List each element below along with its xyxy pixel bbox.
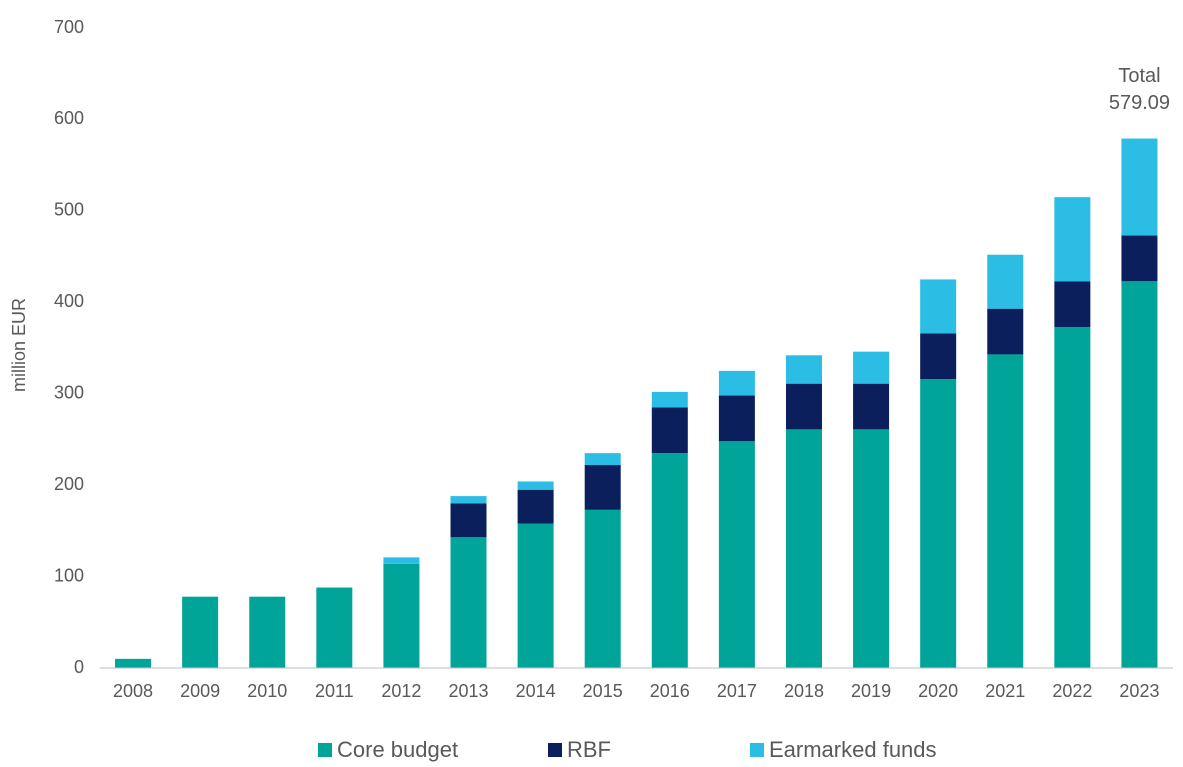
legend-label: Core budget: [337, 737, 458, 762]
bar-segment: [853, 383, 890, 430]
x-tick-label: 2011: [315, 681, 354, 701]
legend-swatch: [750, 743, 764, 757]
legend-label: RBF: [567, 737, 611, 762]
bar-segment: [651, 453, 688, 668]
bar-segment: [718, 370, 755, 396]
bar-segment: [987, 354, 1024, 668]
bar-segment: [853, 429, 890, 668]
bar-segment: [987, 254, 1024, 309]
y-tick-label: 700: [54, 17, 84, 37]
bar-segment: [785, 355, 822, 384]
bar-segment: [718, 395, 755, 442]
bar-segment: [853, 351, 890, 384]
y-tick-label: 500: [54, 200, 84, 220]
y-axis-label: million EUR: [9, 298, 29, 392]
bar-segment: [584, 465, 621, 510]
x-tick-label: 2016: [650, 681, 690, 701]
bar-segment: [517, 489, 554, 524]
y-tick-label: 0: [74, 657, 84, 677]
bar-segment: [987, 308, 1024, 355]
y-tick-label: 600: [54, 108, 84, 128]
x-tick-label: 2020: [918, 681, 958, 701]
x-tick-label: 2017: [717, 681, 757, 701]
bar-segment: [249, 596, 286, 668]
x-tick-label: 2010: [247, 681, 287, 701]
x-tick-label: 2009: [180, 681, 220, 701]
bar-segment: [920, 333, 957, 380]
annotation: Total: [1118, 65, 1160, 87]
bar-segment: [1121, 235, 1158, 282]
legend-label: Earmarked funds: [769, 737, 937, 762]
x-tick-label: 2014: [516, 681, 556, 701]
bar-segment: [1054, 281, 1091, 327]
bar-segment: [584, 509, 621, 668]
bar-segment: [517, 481, 554, 490]
bar-segment: [115, 658, 152, 668]
bar-segment: [450, 496, 487, 504]
y-tick-label: 100: [54, 565, 84, 585]
bar-segment: [450, 537, 487, 668]
bar-segment: [785, 383, 822, 430]
bar-segment: [920, 379, 957, 668]
x-tick-label: 2021: [985, 681, 1025, 701]
legend-swatch: [318, 743, 332, 757]
x-tick-label: 2015: [583, 681, 623, 701]
x-tick-label: 2018: [784, 681, 824, 701]
bar-segment: [450, 503, 487, 538]
y-tick-label: 300: [54, 382, 84, 402]
x-tick-label: 2019: [851, 681, 891, 701]
bar-segment: [785, 429, 822, 668]
x-tick-label: 2012: [381, 681, 421, 701]
bar-segment: [383, 557, 420, 564]
bar-segment: [182, 596, 219, 668]
annotation: 579.09: [1109, 92, 1170, 114]
bar-segment: [1121, 281, 1158, 668]
bar-segment: [651, 391, 688, 408]
bar-segment: [383, 563, 420, 668]
bar-segment: [316, 587, 353, 668]
legend-swatch: [548, 743, 562, 757]
x-tick-label: 2013: [448, 681, 488, 701]
bar-segment: [718, 441, 755, 668]
y-tick-label: 200: [54, 474, 84, 494]
bar-segment: [584, 453, 621, 466]
bar-segment: [1121, 138, 1158, 236]
bar-segment: [517, 523, 554, 668]
x-tick-label: 2022: [1052, 681, 1092, 701]
x-tick-label: 2023: [1119, 681, 1159, 701]
bar-segment: [920, 279, 957, 334]
x-tick-label: 2008: [113, 681, 153, 701]
y-tick-label: 400: [54, 291, 84, 311]
bar-segment: [1054, 197, 1091, 282]
bar-segment: [651, 407, 688, 454]
bar-segment: [1054, 326, 1091, 668]
